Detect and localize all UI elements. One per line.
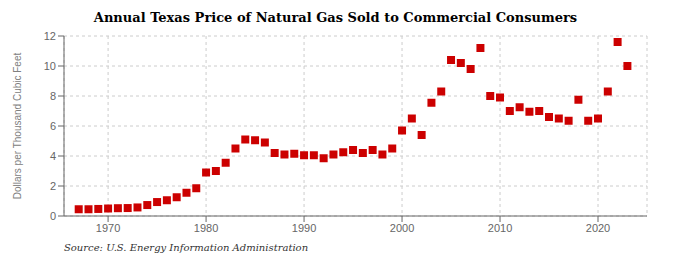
svg-text:12: 12 [44, 30, 56, 42]
html-text:Source: U.S. Energy Informatio: Source: U.S. Energy Information Administ… [64, 242, 309, 253]
svg-text:2010: 2010 [488, 222, 512, 234]
svg-text:6: 6 [50, 120, 56, 132]
svg-text:Dollars per Thousand Cubic Fee: Dollars per Thousand Cubic Feet [12, 53, 23, 200]
svg-text:2020: 2020 [586, 222, 610, 234]
html-text:Annual Texas Price of Natural: Annual Texas Price of Natural Gas Sold t… [93, 10, 578, 25]
svg-text:8: 8 [50, 90, 56, 102]
svg-text:1980: 1980 [194, 222, 218, 234]
svg-text:1970: 1970 [96, 222, 120, 234]
svg-text:2: 2 [50, 180, 56, 192]
svg-text:10: 10 [44, 60, 56, 72]
svg-text:2000: 2000 [390, 222, 414, 234]
svg-text:4: 4 [50, 150, 56, 162]
svg-text:1990: 1990 [292, 222, 316, 234]
svg-text:0: 0 [50, 210, 56, 222]
